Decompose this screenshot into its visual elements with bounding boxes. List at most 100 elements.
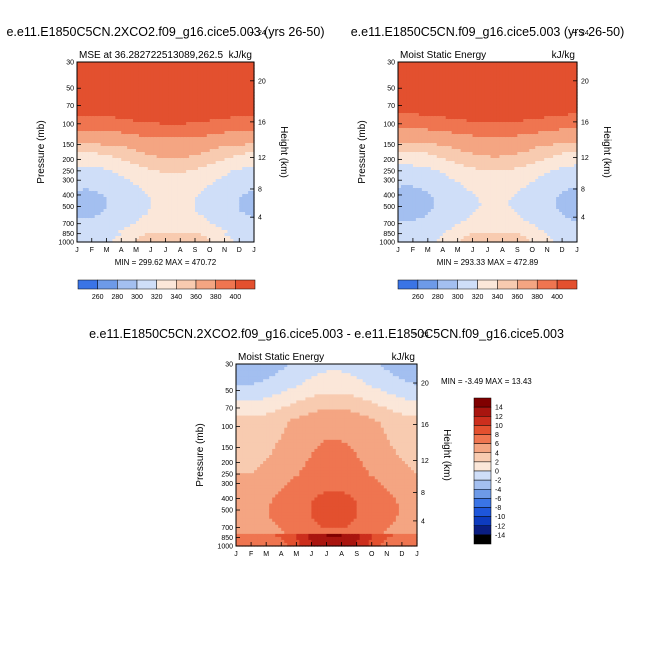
contour-cell (186, 230, 190, 234)
contour-cell (156, 77, 161, 81)
contour-cell (436, 137, 441, 141)
contour-cell (251, 197, 255, 201)
contour-cell (127, 131, 131, 135)
contour-cell (136, 116, 140, 120)
contour-cell (162, 218, 167, 222)
colorbar-swatch (136, 279, 157, 290)
contour-cell (236, 239, 240, 243)
contour-cell (442, 104, 447, 108)
contour-cell (418, 149, 423, 153)
contour-cell (195, 146, 199, 150)
contour-cell (445, 62, 450, 66)
contour-cell (421, 197, 426, 201)
contour-cell (221, 239, 226, 243)
contour-cell (203, 98, 208, 102)
contour-cell (230, 104, 234, 108)
contour-cell (88, 122, 93, 126)
contour-cell (97, 212, 102, 216)
contour-cell (454, 215, 459, 219)
contour-cell (436, 182, 441, 186)
contour-cell (445, 191, 450, 195)
contour-cell (141, 200, 146, 204)
contour-cell (433, 227, 438, 231)
contour-cell (171, 209, 175, 213)
colorbar-label: 280 (111, 294, 123, 301)
contour-cell (424, 128, 429, 132)
contour-cell (144, 149, 149, 153)
contour-cell (398, 200, 402, 204)
contour-cell (251, 62, 255, 66)
contour-cell (91, 116, 96, 120)
contour-cell (218, 110, 223, 114)
contour-cell (430, 227, 435, 231)
contour-cell (412, 227, 417, 231)
contour-cell (212, 206, 217, 210)
contour-cell (209, 227, 214, 231)
contour-cell (209, 77, 214, 81)
contour-cell (88, 134, 93, 138)
contour-cell (103, 80, 108, 84)
contour-cell (415, 98, 420, 102)
contour-cell (183, 233, 187, 237)
contour-cell (200, 230, 205, 234)
contour-cell (424, 137, 429, 141)
contour-cell (212, 218, 217, 222)
contour-cell (415, 176, 420, 180)
contour-cell (82, 116, 87, 120)
contour-cell (233, 113, 237, 117)
contour-cell (91, 227, 96, 231)
contour-cell (439, 170, 444, 174)
contour-cell (133, 83, 137, 87)
contour-cell (133, 161, 137, 165)
contour-cell (100, 209, 105, 213)
contour-cell (136, 227, 140, 231)
contour-cell (209, 155, 214, 159)
contour-cell (138, 161, 143, 165)
contour-cell (233, 173, 237, 177)
contour-cell (144, 65, 149, 69)
contour-cell (159, 239, 164, 243)
contour-cell (133, 77, 137, 81)
contour-cell (94, 83, 99, 87)
contour-cell (100, 179, 105, 183)
contour-cell (227, 236, 231, 240)
contour-cell (159, 101, 164, 105)
colorbar-label: 320 (151, 294, 163, 301)
contour-cell (436, 176, 441, 180)
contour-cell (150, 83, 155, 87)
contour-cell (457, 104, 462, 108)
contour-cell (138, 188, 143, 192)
contour-cell (418, 221, 423, 225)
contour-cell (424, 164, 429, 168)
contour-cell (406, 200, 411, 204)
contour-cell (242, 161, 246, 165)
contour-cell (136, 92, 140, 96)
contour-cell (418, 179, 423, 183)
contour-cell (103, 176, 108, 180)
contour-cell (212, 125, 217, 129)
contour-cell (153, 185, 158, 189)
y-tick-label: 70 (66, 103, 74, 110)
contour-cell (103, 65, 108, 69)
contour-cell (85, 65, 90, 69)
contour-cell (227, 230, 231, 234)
contour-cell (442, 83, 447, 87)
contour-cell (186, 62, 190, 66)
contour-cell (156, 182, 161, 186)
contour-cell (171, 233, 175, 237)
contour-cell (239, 86, 243, 90)
contour-cell (239, 80, 243, 84)
contour-cell (242, 146, 246, 150)
contour-cell (421, 71, 426, 75)
contour-cell (451, 110, 456, 114)
contour-cell (156, 74, 161, 78)
contour-cell (192, 167, 196, 171)
contour-cell (398, 230, 402, 234)
contour-cell (77, 197, 81, 201)
contour-cell (430, 164, 435, 168)
contour-cell (112, 62, 116, 66)
colorbar-swatch (97, 279, 118, 290)
contour-cell (448, 101, 453, 105)
contour-cell (421, 167, 426, 171)
contour-cell (197, 182, 202, 186)
